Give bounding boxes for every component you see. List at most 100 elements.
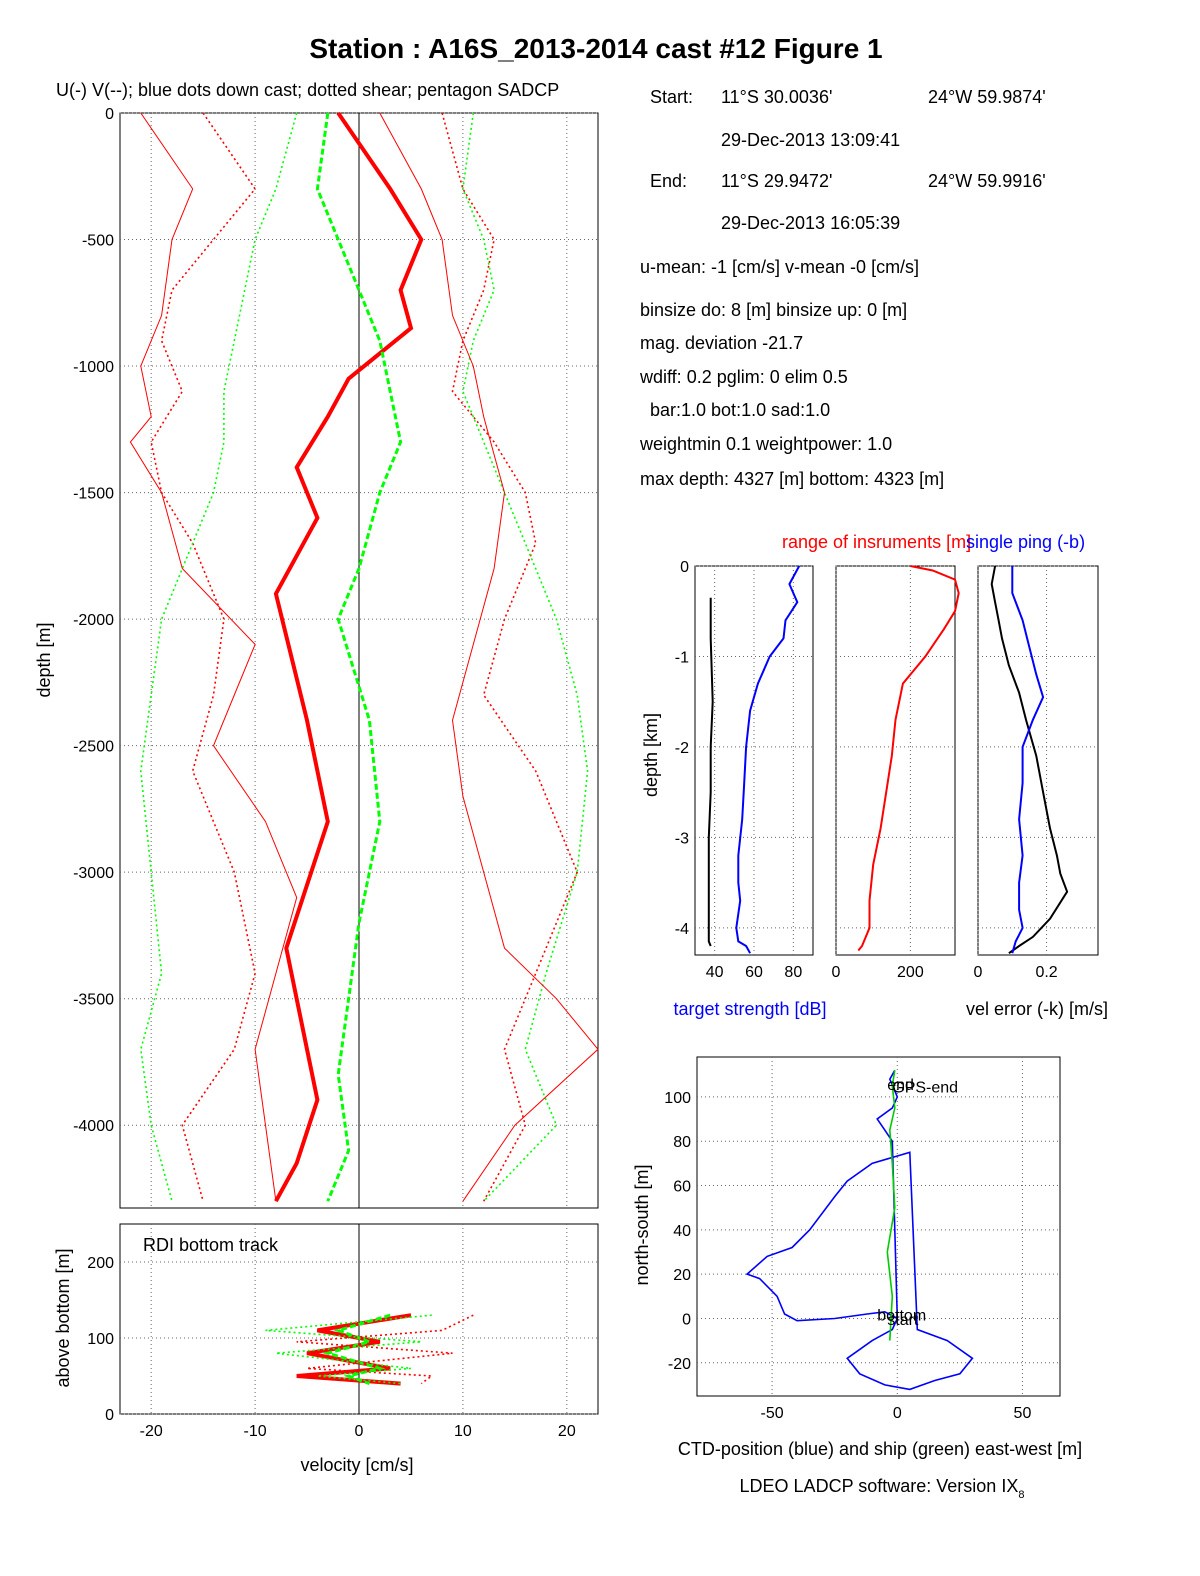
y-tick-label: -2000 <box>73 612 114 629</box>
position-annotation: bottom <box>877 1308 926 1325</box>
series-line-7 <box>379 112 599 1202</box>
series-line-0 <box>857 565 960 952</box>
instrument-range-grid <box>835 565 955 955</box>
y-tick-label: 100 <box>664 1090 691 1107</box>
y-tick-label: -2500 <box>73 739 114 756</box>
velocity-error-title: single ping (-b) <box>966 532 1085 552</box>
start-lon: 24°W 59.9874' <box>928 87 1046 107</box>
series-line-1 <box>886 1070 896 1341</box>
x-tick-label: 0 <box>893 1405 902 1422</box>
series-line-0 <box>990 565 1069 955</box>
y-tick-label: -20 <box>668 1356 691 1373</box>
bottom-track-ylabel: above bottom [m] <box>53 1248 73 1387</box>
figure-title: Station : A16S_2013-2014 cast #12 Figure… <box>309 33 882 64</box>
series-line-4 <box>441 112 579 1202</box>
y-tick-label: 80 <box>673 1134 691 1151</box>
position-annotation: start <box>887 1312 919 1329</box>
x-tick-label: 0.2 <box>1035 964 1057 981</box>
position-grid <box>697 1057 1060 1396</box>
series-line-0 <box>296 1313 412 1386</box>
x-tick-label: 60 <box>745 964 763 981</box>
end-label: End: <box>650 171 687 191</box>
weights-bars: bar:1.0 bot:1.0 sad:1.0 <box>650 400 830 420</box>
x-tick-label: 0 <box>355 1423 364 1440</box>
end-lat: 11°S 29.9472' <box>721 171 832 191</box>
y-tick-label: -3500 <box>73 992 114 1009</box>
start-label: Start: <box>650 87 693 107</box>
y-tick-label: 100 <box>87 1331 114 1348</box>
y-tick-label: 0 <box>680 559 689 576</box>
software-credit-main: LDEO LADCP software: Version IX <box>740 1476 1019 1496</box>
y-tick-label: 0 <box>105 106 114 123</box>
target-strength-ticks: 40 60 80 0 -1 -2 -3 -4 <box>675 559 803 981</box>
x-tick-label: 0 <box>974 964 983 981</box>
series-line-1 <box>707 597 714 947</box>
series-line-2 <box>150 112 257 1202</box>
velocity-error-xlabel: vel error (-k) [m/s] <box>966 999 1108 1019</box>
series-line-1 <box>1011 566 1045 954</box>
x-tick-label: 20 <box>558 1423 576 1440</box>
x-tick-label: -10 <box>244 1423 267 1440</box>
velocity-profile-ylabel: depth [m] <box>34 622 54 697</box>
velocity-profile-ticks: 0 -500 -1000 -1500 -2000 -2500 -3000 -3500 -4000 <box>73 106 114 1135</box>
velocity-profile-title: U(-) V(--); blue dots down cast; dotted … <box>56 80 559 100</box>
position-ylabel: north-south [m] <box>632 1164 652 1285</box>
depth-info: max depth: 4327 [m] bottom: 4323 [m] <box>640 469 944 489</box>
instrument-range-frame <box>835 565 956 956</box>
velocity-profile-grid <box>120 112 598 1208</box>
series-line-0 <box>273 111 424 1203</box>
velocity-profile-series <box>129 111 599 1203</box>
bottom-track-series <box>265 1313 474 1386</box>
series-line-0 <box>745 1069 974 1391</box>
x-tick-label: -50 <box>761 1405 784 1422</box>
velocity-error-grid <box>977 565 1098 955</box>
y-tick-label: -500 <box>82 233 114 250</box>
velocity-profile-panel: U(-) V(--); blue dots down cast; dotted … <box>34 80 599 1209</box>
x-tick-label: 80 <box>784 964 802 981</box>
y-tick-label: 40 <box>673 1223 691 1240</box>
series-line-3 <box>265 1314 432 1385</box>
position-series <box>745 1069 974 1391</box>
instrument-range-title: range of insruments [m] <box>782 532 971 552</box>
x-tick-label: 50 <box>1014 1405 1032 1422</box>
end-lon: 24°W 59.9916' <box>928 171 1046 191</box>
target-strength-grid <box>695 565 813 955</box>
software-credit-subscript: 8 <box>1018 1489 1024 1501</box>
y-tick-label: -1000 <box>73 359 114 376</box>
velocity-error-panel: 0 0.2 single ping (-b) vel error (-k) [m/… <box>966 532 1108 1019</box>
velocity-error-series <box>990 565 1069 955</box>
y-tick-label: -3000 <box>73 865 114 882</box>
x-tick-label: 40 <box>706 964 724 981</box>
y-tick-label: -4 <box>675 921 689 938</box>
station-info: Start: 11°S 30.0036' 24°W 59.9874' 29-De… <box>639 87 1046 489</box>
y-tick-label: -1500 <box>73 486 114 503</box>
series-line-6 <box>129 112 298 1202</box>
instrument-range-panel: 0 200 range of insruments [m] <box>782 532 971 981</box>
binsize-info: binsize do: 8 [m] binsize up: 0 [m] <box>640 300 907 320</box>
y-tick-label: -3 <box>675 830 689 847</box>
y-tick-label: 60 <box>673 1179 691 1196</box>
end-time: 29-Dec-2013 16:05:39 <box>721 213 900 233</box>
start-time: 29-Dec-2013 13:09:41 <box>721 130 900 150</box>
position-xlabel: CTD-position (blue) and ship (green) eas… <box>678 1439 1082 1459</box>
y-tick-label: 0 <box>682 1311 691 1328</box>
target-strength-panel: 40 60 80 0 -1 -2 -3 -4 target strength [dB] dep… <box>641 559 827 1019</box>
position-ticks: -50 0 50 -20 0 20 40 60 80 100 <box>664 1090 1031 1422</box>
series-line-2 <box>296 1314 474 1385</box>
velocity-means: u-mean: -1 [cm/s] v-mean -0 [cm/s] <box>640 257 919 277</box>
y-tick-label: -1 <box>675 649 689 666</box>
series-line-1 <box>322 1313 391 1386</box>
y-tick-label: -4000 <box>73 1118 114 1135</box>
start-lat: 11°S 30.0036' <box>721 87 832 107</box>
mag-deviation: mag. deviation -21.7 <box>640 333 803 353</box>
bottom-track-annotation: RDI bottom track <box>143 1235 279 1255</box>
x-tick-label: 0 <box>832 964 841 981</box>
series-line-5 <box>462 112 589 1202</box>
velocity-error-ticks: 0 0.2 <box>974 964 1058 981</box>
weight-info: weightmin 0.1 weightpower: 1.0 <box>639 434 892 454</box>
